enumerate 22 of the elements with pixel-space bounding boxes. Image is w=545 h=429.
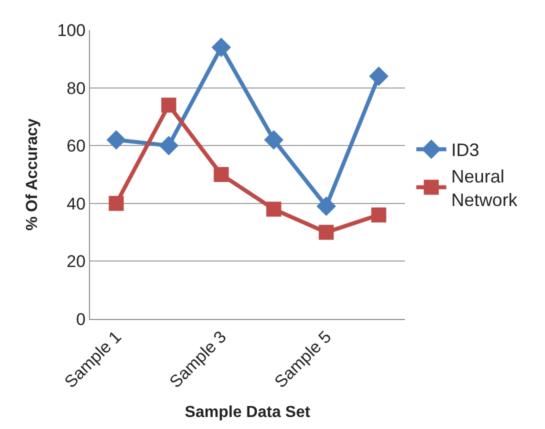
point xyxy=(214,167,229,182)
y-axis-title: % Of Accuracy xyxy=(24,118,42,231)
y-tick-label: 80 xyxy=(66,78,86,98)
y-tick-label: 100 xyxy=(57,20,86,40)
point xyxy=(371,207,386,222)
legend-label: Neural Network xyxy=(451,166,518,210)
y-tick-label: 0 xyxy=(76,310,86,329)
point xyxy=(106,130,126,150)
point xyxy=(161,98,176,113)
point xyxy=(159,136,178,156)
y-tick-label: 20 xyxy=(66,252,86,272)
legend-label: ID3 xyxy=(451,140,480,160)
y-tick-label: 60 xyxy=(66,136,86,156)
x-axis-title: Sample Data Set xyxy=(184,404,311,422)
point xyxy=(264,130,284,150)
point xyxy=(266,202,282,217)
point xyxy=(108,196,124,211)
point xyxy=(212,38,231,58)
point xyxy=(318,224,334,240)
point xyxy=(369,66,388,86)
y-tick-label: 40 xyxy=(66,194,86,214)
point xyxy=(316,196,336,216)
